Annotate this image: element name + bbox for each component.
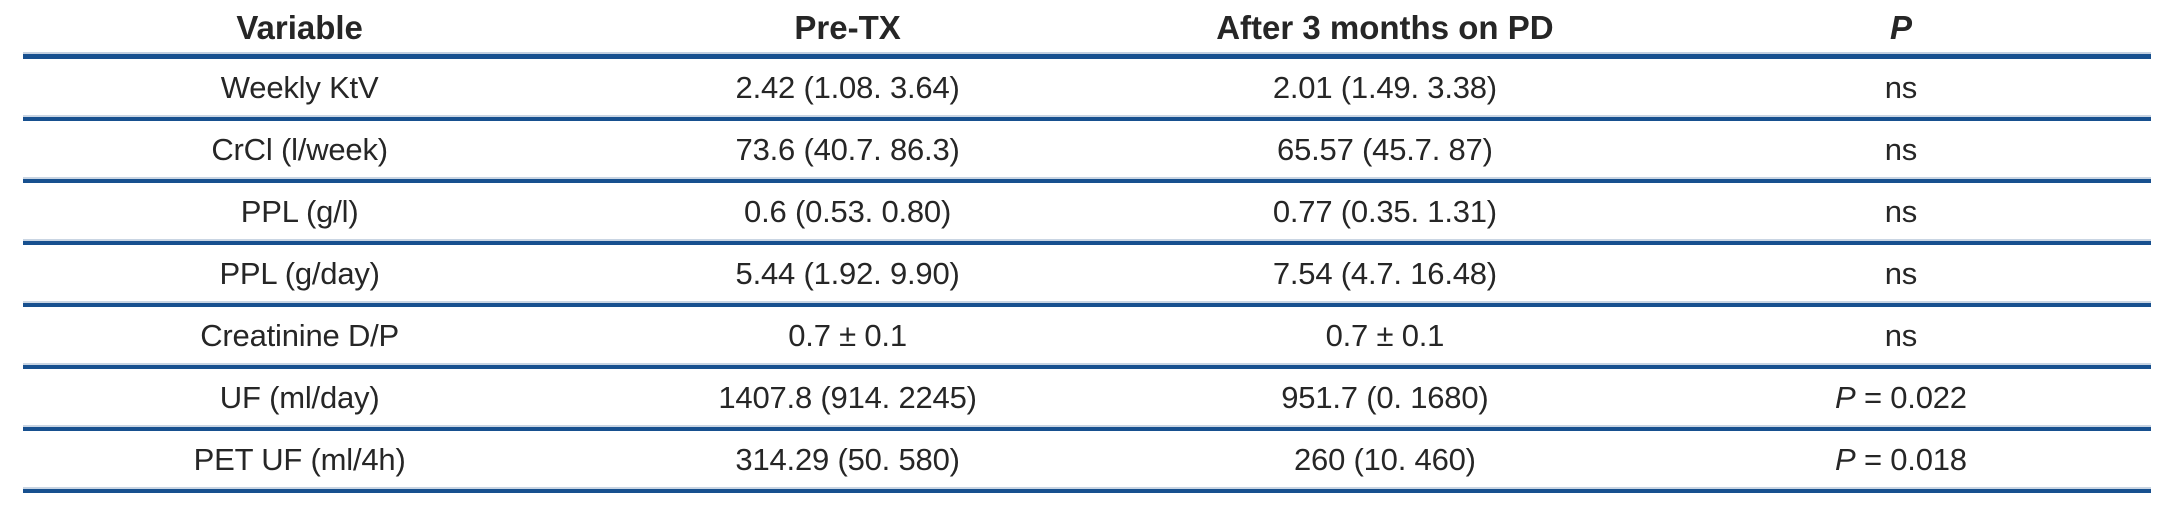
table-row: PET UF (ml/4h) 314.29 (50. 580) 260 (10.… <box>23 429 2151 493</box>
pre-tx-cell: 5.44 (1.92. 9.90) <box>576 243 1119 307</box>
pre-tx-cell: 0.7 ± 0.1 <box>576 305 1119 369</box>
pre-tx-cell: 1407.8 (914. 2245) <box>576 367 1119 431</box>
col-header-after-3-months-pd: After 3 months on PD <box>1118 2 1651 59</box>
col-header-variable: Variable <box>23 2 577 59</box>
p-value-text: = 0.018 <box>1855 442 1967 477</box>
p-value-text: ns <box>1884 194 1918 229</box>
variable-cell: Creatinine D/P <box>23 305 577 369</box>
variable-cell: PPL (g/day) <box>23 243 577 307</box>
table-row: UF (ml/day) 1407.8 (914. 2245) 951.7 (0.… <box>23 367 2151 431</box>
after-pd-cell: 2.01 (1.49. 3.38) <box>1118 56 1651 121</box>
after-pd-cell: 260 (10. 460) <box>1118 429 1651 493</box>
table-row: Creatinine D/P 0.7 ± 0.1 0.7 ± 0.1 ns <box>23 305 2151 369</box>
pre-tx-cell: 2.42 (1.08. 3.64) <box>576 56 1119 121</box>
header-row: Variable Pre-TX After 3 months on PD P <box>23 2 2151 59</box>
variable-cell: PPL (g/l) <box>23 181 577 245</box>
after-pd-cell: 0.7 ± 0.1 <box>1118 305 1651 369</box>
table-row: PPL (g/l) 0.6 (0.53. 0.80) 0.77 (0.35. 1… <box>23 181 2151 245</box>
p-symbol: P <box>1835 442 1856 477</box>
p-value-cell: ns <box>1650 119 2151 183</box>
dialysis-adequacy-table: Variable Pre-TX After 3 months on PD P W… <box>23 2 2151 493</box>
p-value-cell: ns <box>1650 181 2151 245</box>
after-pd-cell: 0.77 (0.35. 1.31) <box>1118 181 1651 245</box>
p-symbol: P <box>1835 380 1856 415</box>
table-container: Variable Pre-TX After 3 months on PD P W… <box>23 2 2151 493</box>
table-row: Weekly KtV 2.42 (1.08. 3.64) 2.01 (1.49.… <box>23 56 2151 121</box>
col-header-pre-tx: Pre-TX <box>576 2 1119 59</box>
p-value-cell: ns <box>1650 305 2151 369</box>
pre-tx-cell: 0.6 (0.53. 0.80) <box>576 181 1119 245</box>
p-value-text: ns <box>1884 256 1918 291</box>
table-row: CrCl (l/week) 73.6 (40.7. 86.3) 65.57 (4… <box>23 119 2151 183</box>
after-pd-cell: 65.57 (45.7. 87) <box>1118 119 1651 183</box>
variable-cell: UF (ml/day) <box>23 367 577 431</box>
variable-cell: CrCl (l/week) <box>23 119 577 183</box>
p-value-cell: P = 0.022 <box>1650 367 2151 431</box>
after-pd-cell: 951.7 (0. 1680) <box>1118 367 1651 431</box>
pre-tx-cell: 314.29 (50. 580) <box>576 429 1119 493</box>
variable-cell: Weekly KtV <box>23 56 577 121</box>
pre-tx-cell: 73.6 (40.7. 86.3) <box>576 119 1119 183</box>
p-value-text: ns <box>1884 318 1918 353</box>
p-value-cell: ns <box>1650 243 2151 307</box>
p-value-cell: P = 0.018 <box>1650 429 2151 493</box>
after-pd-cell: 7.54 (4.7. 16.48) <box>1118 243 1651 307</box>
p-value-text: ns <box>1884 70 1918 105</box>
p-value-text: ns <box>1884 132 1918 167</box>
p-value-text: = 0.022 <box>1855 380 1967 415</box>
variable-cell: PET UF (ml/4h) <box>23 429 577 493</box>
table-row: PPL (g/day) 5.44 (1.92. 9.90) 7.54 (4.7.… <box>23 243 2151 307</box>
p-value-cell: ns <box>1650 56 2151 121</box>
col-header-p-value: P <box>1650 2 2151 59</box>
